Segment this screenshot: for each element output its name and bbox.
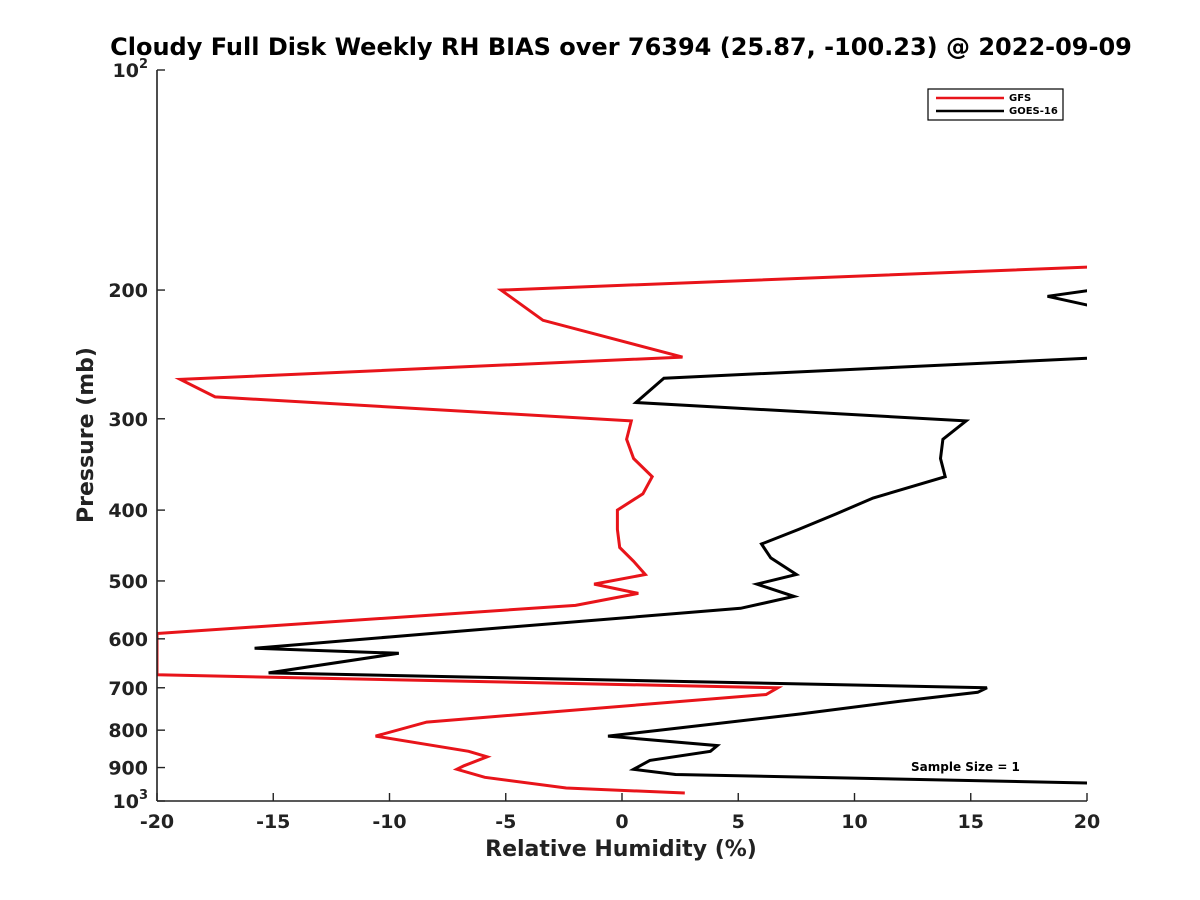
- y-tick-label: 400: [108, 500, 148, 522]
- chart-title: Cloudy Full Disk Weekly RH BIAS over 763…: [110, 33, 1132, 61]
- y-tick-label: 102: [113, 57, 149, 82]
- legend: GFS GOES-16: [927, 88, 1064, 121]
- x-tick-label: -15: [256, 811, 290, 833]
- series-line-gfs: [157, 265, 1087, 795]
- sample-size-annotation: Sample Size = 1: [911, 760, 1020, 774]
- legend-box: [927, 88, 1064, 121]
- y-tick-label: 600: [108, 629, 148, 651]
- legend-label-goes16: GOES-16: [1009, 106, 1058, 117]
- series-line-goes16: [254, 289, 1087, 785]
- y-tick-label: 800: [108, 720, 148, 742]
- y-tick-label: 500: [108, 571, 148, 593]
- x-tick-label: 5: [732, 811, 745, 833]
- y-tick-label: 300: [108, 409, 148, 431]
- x-tick-label: 20: [1074, 811, 1100, 833]
- series-layer: [157, 265, 1087, 795]
- x-tick-label: -10: [372, 811, 406, 833]
- y-tick-label: 103: [113, 788, 149, 813]
- x-tick-label: -20: [140, 811, 174, 833]
- x-tick-label: 10: [841, 811, 867, 833]
- y-tick-label: 900: [108, 758, 148, 780]
- x-tick-label: -5: [495, 811, 516, 833]
- x-tick-label: 0: [615, 811, 628, 833]
- y-tick-label: 700: [108, 678, 148, 700]
- x-axis-label: Relative Humidity (%): [485, 837, 757, 862]
- ticks: -20 -15 -10 -5 0 5 10 15 20 102 200 300 400 500 600 700…: [108, 57, 1100, 833]
- x-tick-label: 15: [958, 811, 984, 833]
- y-axis-label: Pressure (mb): [74, 347, 99, 523]
- y-tick-label: 200: [108, 280, 148, 302]
- legend-label-gfs: GFS: [1009, 93, 1031, 104]
